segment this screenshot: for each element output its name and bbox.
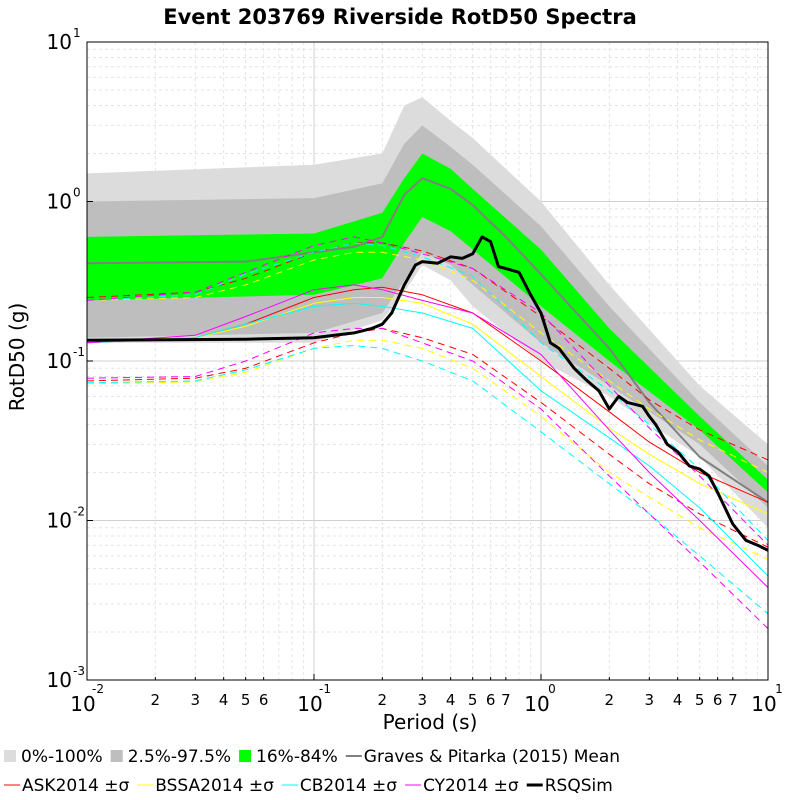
y-tick-label: 10 [47, 349, 72, 373]
x-tick-label: 10 [524, 692, 549, 716]
percentile-bands [87, 97, 768, 528]
x-minor-label: 6 [713, 691, 723, 709]
y-tick-label: 10 [47, 509, 72, 533]
series-line-2 [86, 242, 769, 461]
legend-label: RSQSim [545, 776, 613, 796]
series-line-4 [86, 297, 769, 515]
y-tick-exponent: -2 [73, 505, 85, 519]
y-tick-exponent: -3 [73, 664, 85, 678]
legend-label: ASK2014 ±σ [22, 776, 129, 796]
x-minor-label: 3 [418, 691, 428, 709]
series-line-13 [86, 235, 769, 552]
series-line-5 [86, 251, 769, 473]
x-minor-label: 6 [259, 691, 269, 709]
x-minor-label: 5 [241, 691, 251, 709]
series-line-10 [86, 284, 769, 588]
legend-label: Graves & Pitarka (2015) Mean [364, 747, 620, 767]
x-minor-label: 7 [501, 691, 511, 709]
band-2 [87, 153, 768, 493]
series-line-12 [86, 327, 769, 629]
x-minor-label: 4 [219, 691, 229, 709]
x-tick-label: 10 [297, 692, 322, 716]
x-minor-label: 3 [645, 691, 655, 709]
y-tick-label: 10 [47, 668, 72, 692]
legend-label: CB2014 ±σ [300, 776, 397, 796]
y-tick-label: 10 [47, 30, 72, 54]
chart-title: Event 203769 Riverside RotD50 Spectra [163, 5, 637, 29]
y-axis-label: RotD50 (g) [5, 303, 29, 412]
x-minor-label: 2 [378, 691, 388, 709]
series-line-9 [86, 345, 769, 615]
x-minor-label: 4 [446, 691, 456, 709]
legend: 0%-100% 2.5%-97.5% 16%-84% Graves & Pitarka… [4, 747, 620, 796]
series-line-8 [86, 242, 769, 541]
x-minor-label: 2 [151, 691, 161, 709]
x-minor-label: 5 [468, 691, 478, 709]
x-minor-label: 5 [695, 691, 705, 709]
legend-swatch [239, 750, 252, 762]
x-tick-exponent: -1 [319, 682, 331, 696]
series-line-3 [86, 327, 769, 548]
legend-label: 2.5%-97.5% [128, 747, 231, 767]
x-axis-label: Period (s) [383, 710, 478, 734]
x-minor-label: 7 [728, 691, 738, 709]
x-tick-label: 10 [70, 692, 95, 716]
y-tick-label: 10 [47, 190, 72, 214]
series-line-11 [86, 236, 769, 546]
legend-swatch [4, 750, 16, 762]
series-line-7 [86, 302, 769, 577]
legend-label: 0%-100% [21, 747, 103, 767]
y-tick-exponent: 0 [73, 186, 81, 200]
x-tick-exponent: 1 [775, 682, 783, 696]
x-minor-label: 4 [673, 691, 683, 709]
x-tick-exponent: 0 [548, 682, 556, 696]
legend-label: 16%-84% [256, 747, 338, 767]
x-tick-label: 10 [751, 692, 776, 716]
legend-swatch [110, 750, 123, 762]
legend-label: BSSA2014 ±σ [155, 776, 274, 796]
series-line-0 [86, 177, 769, 504]
series-line-6 [86, 339, 769, 560]
x-tick-exponent: -2 [92, 682, 104, 696]
x-minor-label: 2 [605, 691, 615, 709]
legend-label: CY2014 ±σ [423, 776, 519, 796]
band-1 [87, 125, 768, 508]
x-minor-label: 3 [191, 691, 201, 709]
y-tick-exponent: -1 [73, 345, 85, 359]
x-minor-label: 6 [486, 691, 496, 709]
y-tick-exponent: 1 [73, 26, 81, 40]
series-lines [86, 177, 769, 629]
